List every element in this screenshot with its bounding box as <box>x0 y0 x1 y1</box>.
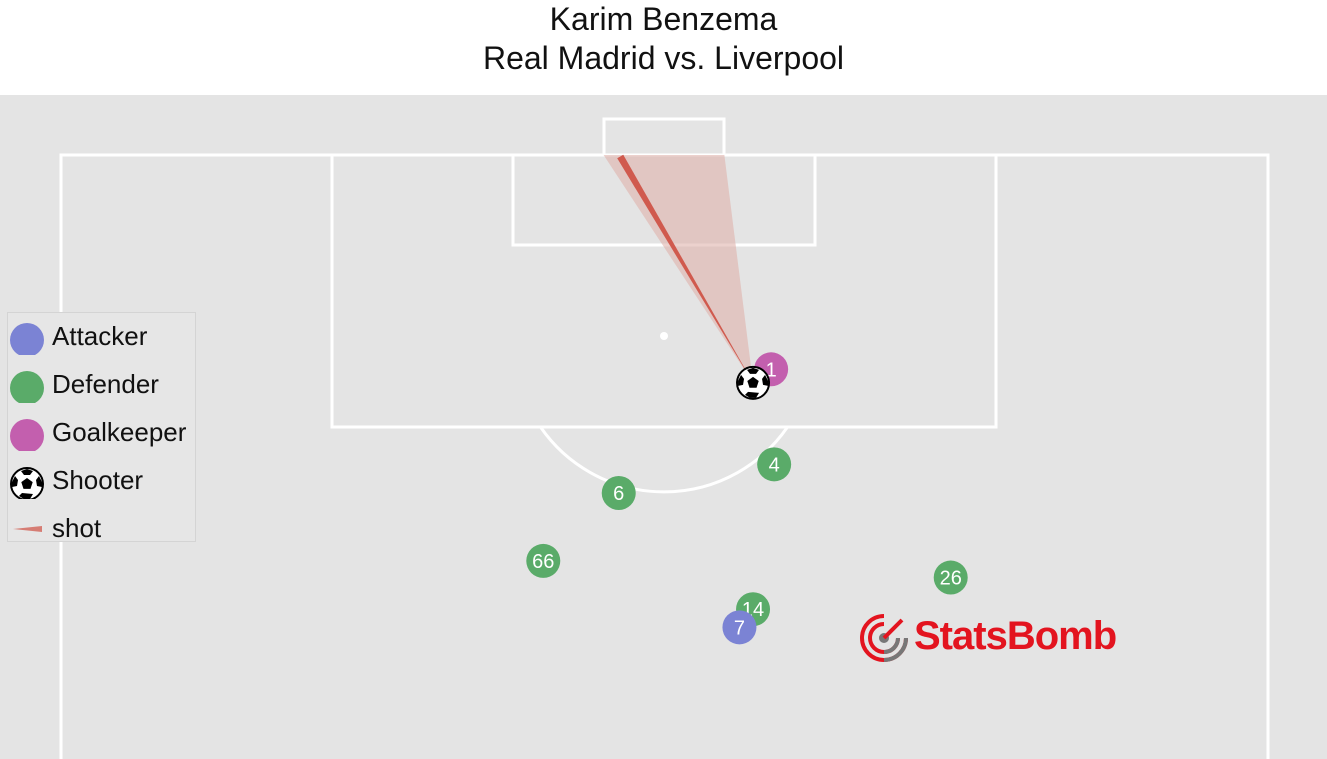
shot-cone <box>603 155 754 383</box>
player-dot <box>601 476 636 511</box>
player-dot <box>933 560 968 595</box>
player-marker-attacker: 7 <box>722 610 757 645</box>
player-dot <box>722 610 757 645</box>
legend-item-shooter: Shooter <box>8 457 197 505</box>
legend-label-shot: shot <box>52 513 102 543</box>
player-number: 6 <box>613 483 624 505</box>
player-dot <box>757 447 792 482</box>
match-name: Real Madrid vs. Liverpool <box>482 40 845 76</box>
shot-wedge-icon <box>13 526 42 532</box>
player-marker-defender: 66 <box>526 543 561 578</box>
brand-logo: StatsBomb <box>858 612 1148 664</box>
attacker-marker-icon <box>10 323 44 355</box>
player-number: 1 <box>766 359 777 381</box>
player-name: Karim Benzema <box>549 1 778 37</box>
legend-item-shot: shot <box>8 505 197 553</box>
player-number: 4 <box>769 454 780 476</box>
soccer-ball-icon <box>10 467 44 499</box>
player-number: 7 <box>734 617 745 639</box>
legend-item-attacker: Attacker <box>8 313 197 361</box>
player-marker-defender: 26 <box>933 560 968 595</box>
legend-label-defender: Defender <box>52 369 159 399</box>
defender-marker-icon <box>10 371 44 403</box>
legend: Attacker Defender Goalkeeper Shooter sho… <box>7 312 197 543</box>
legend-label-goalkeeper: Goalkeeper <box>52 417 187 447</box>
player-dot <box>526 543 561 578</box>
chart-title: Karim Benzema Real Madrid vs. Liverpool <box>0 0 1327 95</box>
brand-name: StatsBomb <box>914 614 1117 658</box>
player-number: 66 <box>532 551 554 573</box>
player-number: 26 <box>940 568 962 590</box>
legend-label-shooter: Shooter <box>52 465 144 495</box>
legend-item-goalkeeper: Goalkeeper <box>8 409 197 457</box>
shooter-ball-icon <box>736 365 771 400</box>
goalkeeper-marker-icon <box>10 419 44 451</box>
penalty-spot <box>660 332 668 340</box>
player-marker-defender: 6 <box>601 476 636 511</box>
legend-item-defender: Defender <box>8 361 197 409</box>
legend-label-attacker: Attacker <box>52 321 148 351</box>
shot-line <box>617 154 754 383</box>
statsbomb-target-icon <box>860 614 908 662</box>
shooter-layer <box>736 365 771 400</box>
player-marker-defender: 4 <box>757 447 792 482</box>
